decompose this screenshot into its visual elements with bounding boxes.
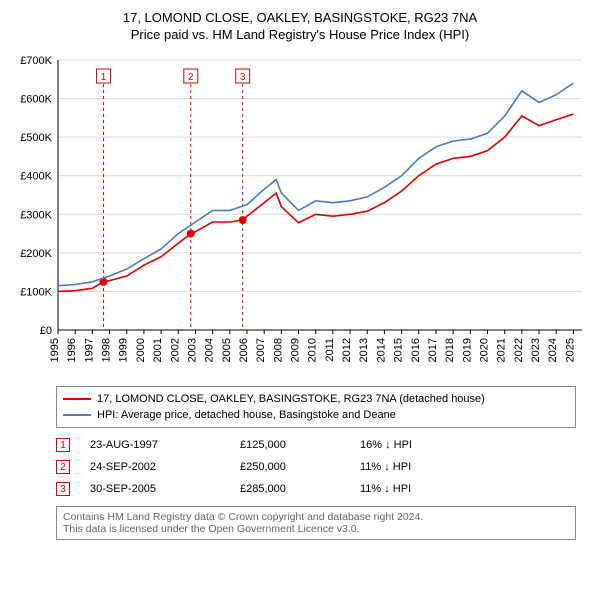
event-price: £125,000: [240, 439, 360, 451]
svg-text:£400K: £400K: [20, 171, 52, 183]
svg-text:2018: 2018: [444, 338, 456, 362]
svg-text:£500K: £500K: [20, 132, 52, 144]
price-chart: £0 £100K £200K £300K £400K £500K £600K £700K 199…: [10, 50, 590, 380]
svg-text:2017: 2017: [427, 338, 439, 362]
svg-text:1997: 1997: [83, 338, 95, 362]
svg-text:£600K: £600K: [20, 94, 52, 106]
event-badge: 3: [56, 482, 70, 496]
svg-text:£300K: £300K: [20, 209, 52, 221]
svg-text:2023: 2023: [530, 338, 542, 362]
event-row: 1 23-AUG-1997£125,00016% ↓ HPI: [56, 434, 576, 456]
event-row: 2 24-SEP-2002£250,00011% ↓ HPI: [56, 456, 576, 478]
attribution: Contains HM Land Registry data © Crown c…: [56, 506, 576, 540]
svg-text:2007: 2007: [255, 338, 267, 362]
event-delta: 11% ↓ HPI: [360, 483, 480, 495]
svg-text:2012: 2012: [341, 338, 353, 362]
legend-swatch: [63, 414, 91, 416]
event-badge: 1: [56, 438, 70, 452]
svg-text:2015: 2015: [393, 338, 405, 362]
svg-text:2024: 2024: [547, 338, 559, 362]
svg-text:£100K: £100K: [20, 286, 52, 298]
svg-text:£200K: £200K: [20, 248, 52, 260]
title-subtitle: Price paid vs. HM Land Registry's House …: [10, 27, 590, 42]
svg-text:2020: 2020: [479, 338, 491, 362]
footer-line1: Contains HM Land Registry data © Crown c…: [63, 511, 569, 523]
svg-text:2014: 2014: [375, 338, 387, 362]
event-date: 24-SEP-2002: [90, 461, 240, 473]
svg-text:3: 3: [240, 72, 246, 83]
events-table: 1 23-AUG-1997£125,00016% ↓ HPI 2 24-SEP-200…: [56, 434, 576, 500]
svg-text:1995: 1995: [49, 338, 61, 362]
svg-text:2016: 2016: [410, 338, 422, 362]
event-badge: 2: [56, 460, 70, 474]
svg-text:2025: 2025: [564, 338, 576, 362]
svg-text:2004: 2004: [204, 338, 216, 362]
svg-text:1999: 1999: [118, 338, 130, 362]
legend-item: HPI: Average price, detached house, Basi…: [63, 407, 569, 423]
svg-text:2010: 2010: [307, 338, 319, 362]
event-date: 23-AUG-1997: [90, 439, 240, 451]
svg-text:2001: 2001: [152, 338, 164, 362]
svg-text:2008: 2008: [272, 338, 284, 362]
svg-text:2009: 2009: [290, 338, 302, 362]
event-price: £285,000: [240, 483, 360, 495]
legend: 17, LOMOND CLOSE, OAKLEY, BASINGSTOKE, R…: [56, 386, 576, 428]
svg-text:2003: 2003: [186, 338, 198, 362]
svg-text:2005: 2005: [221, 338, 233, 362]
svg-text:2002: 2002: [169, 338, 181, 362]
event-date: 30-SEP-2005: [90, 483, 240, 495]
svg-text:£700K: £700K: [20, 55, 52, 67]
legend-item: 17, LOMOND CLOSE, OAKLEY, BASINGSTOKE, R…: [63, 391, 569, 407]
svg-text:2000: 2000: [135, 338, 147, 362]
svg-text:1: 1: [101, 72, 107, 83]
chart-container: £0 £100K £200K £300K £400K £500K £600K £700K 199…: [10, 50, 590, 380]
svg-text:2006: 2006: [238, 338, 250, 362]
svg-text:2013: 2013: [358, 338, 370, 362]
footer-line2: This data is licensed under the Open Gov…: [63, 523, 569, 535]
svg-text:2019: 2019: [461, 338, 473, 362]
event-row: 3 30-SEP-2005£285,00011% ↓ HPI: [56, 478, 576, 500]
event-price: £250,000: [240, 461, 360, 473]
legend-swatch: [63, 398, 91, 400]
svg-text:2: 2: [188, 72, 194, 83]
event-delta: 16% ↓ HPI: [360, 439, 480, 451]
legend-label: 17, LOMOND CLOSE, OAKLEY, BASINGSTOKE, R…: [97, 393, 485, 405]
svg-text:1996: 1996: [66, 338, 78, 362]
title-address: 17, LOMOND CLOSE, OAKLEY, BASINGSTOKE, R…: [10, 10, 590, 25]
svg-text:2011: 2011: [324, 338, 336, 362]
svg-text:1998: 1998: [101, 338, 113, 362]
svg-text:£0: £0: [40, 325, 52, 337]
svg-text:2021: 2021: [496, 338, 508, 362]
svg-text:2022: 2022: [513, 338, 525, 362]
legend-label: HPI: Average price, detached house, Basi…: [97, 409, 396, 421]
event-delta: 11% ↓ HPI: [360, 461, 480, 473]
